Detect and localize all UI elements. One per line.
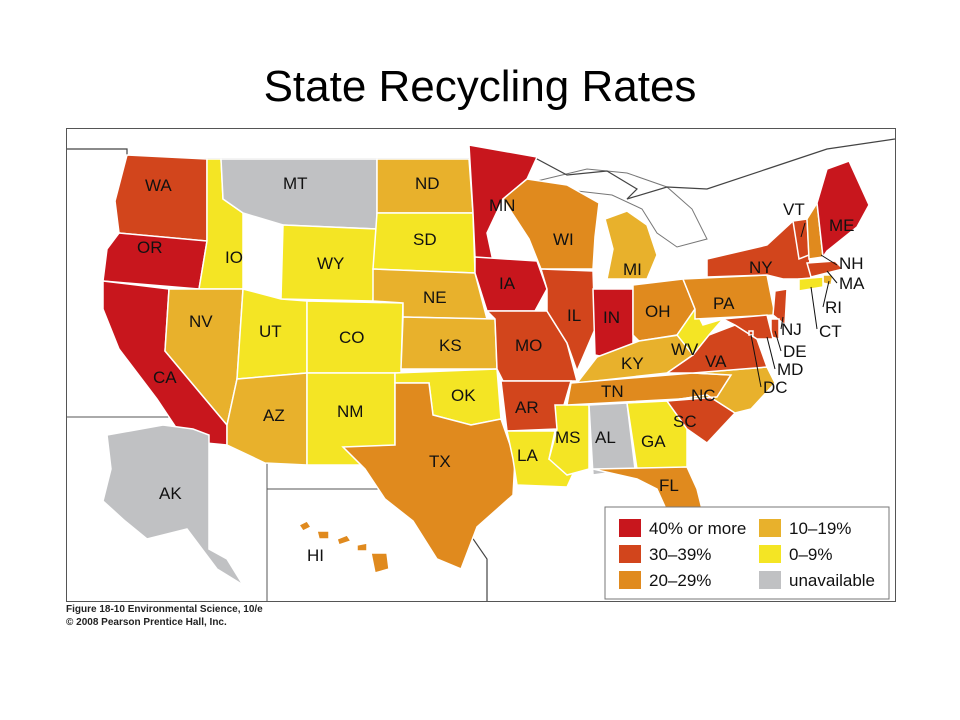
state-label-az: AZ <box>263 406 285 425</box>
state-label-ky: KY <box>621 354 644 373</box>
state-label-dc: DC <box>763 378 788 397</box>
state-ga <box>626 400 688 470</box>
state-label-ks: KS <box>439 336 462 355</box>
state-label-sd: SD <box>413 230 437 249</box>
legend-label-0-9: 0–9% <box>789 545 832 564</box>
state-label-oh: OH <box>645 302 671 321</box>
legend-swatch-10-19 <box>759 519 781 537</box>
state-label-ct: CT <box>819 322 842 341</box>
state-mt <box>220 158 378 230</box>
state-label-wv: WV <box>671 340 699 359</box>
state-label-nc: NC <box>691 386 716 405</box>
state-label-mn: MN <box>489 196 515 215</box>
state-label-il: IL <box>567 306 581 325</box>
state-label-tx: TX <box>429 452 451 471</box>
page-title: State Recycling Rates <box>263 62 697 111</box>
legend-label-30-39: 30–39% <box>649 545 711 564</box>
credit-line-2: © 2008 Pearson Prentice Hall, Inc. <box>66 617 227 628</box>
state-mn <box>468 144 539 262</box>
state-label-in: IN <box>603 308 620 327</box>
legend-label-20-29: 20–29% <box>649 571 711 590</box>
state-label-io: IO <box>225 248 243 267</box>
state-wa <box>114 154 208 242</box>
state-label-ak: AK <box>159 484 182 503</box>
state-label-ma: MA <box>839 274 865 293</box>
state-label-or: OR <box>137 238 163 257</box>
legend: 40% or more 30–39% 20–29% 10–19% 0–9% unavail… <box>604 506 890 600</box>
great-lakes <box>536 168 708 248</box>
state-label-vt: VT <box>783 200 805 219</box>
map-canvas: WA OR CA IO NV MT WY UT CO AZ NM ND SD N… <box>67 138 895 601</box>
legend-swatch-unavailable <box>759 571 781 589</box>
state-label-nv: NV <box>189 312 213 331</box>
state-label-al: AL <box>595 428 616 447</box>
legend-label-unavailable: unavailable <box>789 571 875 590</box>
state-dc <box>748 330 754 336</box>
figure-credit: Figure 18-10 Environmental Science, 10/e… <box>66 603 263 629</box>
state-md <box>720 314 774 340</box>
state-label-ms: MS <box>555 428 581 447</box>
state-mi <box>604 210 658 280</box>
state-label-ok: OK <box>451 386 476 405</box>
state-label-nh: NH <box>839 254 864 273</box>
state-label-pa: PA <box>713 294 735 313</box>
credit-line-1: Figure 18-10 Environmental Science, 10/e <box>66 604 263 615</box>
state-or <box>102 232 208 290</box>
state-nc <box>666 366 776 414</box>
state-ma <box>806 260 845 278</box>
legend-box <box>604 506 890 600</box>
state-la <box>506 430 579 488</box>
legend-swatch-20-29 <box>619 571 641 589</box>
state-label-sc: SC <box>673 412 697 431</box>
state-label-mo: MO <box>515 336 542 355</box>
state-label-mt: MT <box>283 174 308 193</box>
state-label-la: LA <box>517 446 538 465</box>
state-wi <box>502 178 600 270</box>
state-label-mi: MI <box>623 260 642 279</box>
state-label-md: MD <box>777 360 803 379</box>
state-label-nd: ND <box>415 174 440 193</box>
state-label-wi: WI <box>553 230 574 249</box>
state-label-ny: NY <box>749 258 773 277</box>
legend-swatch-0-9 <box>759 545 781 563</box>
legend-label-10-19: 10–19% <box>789 519 851 538</box>
state-me <box>816 160 870 260</box>
state-label-nj: NJ <box>781 320 802 339</box>
state-label-de: DE <box>783 342 807 361</box>
state-label-tn: TN <box>601 382 624 401</box>
state-label-wa: WA <box>145 176 172 195</box>
state-label-ut: UT <box>259 322 282 341</box>
state-ct <box>798 276 824 292</box>
state-label-nm: NM <box>337 402 363 421</box>
state-label-va: VA <box>705 352 727 371</box>
legend-swatch-40-plus <box>619 519 641 537</box>
state-label-me: ME <box>829 216 855 235</box>
state-label-ne: NE <box>423 288 447 307</box>
state-ak <box>102 424 244 586</box>
state-label-hi: HI <box>307 546 324 565</box>
us-recycling-map: WA OR CA IO NV MT WY UT CO AZ NM ND SD N… <box>66 128 896 602</box>
state-il <box>539 268 596 374</box>
state-label-ia: IA <box>499 274 516 293</box>
state-tx <box>341 382 516 570</box>
labels-layer: WA OR CA IO NV MT WY UT CO AZ NM ND SD N… <box>137 174 865 565</box>
state-label-ri: RI <box>825 298 842 317</box>
state-label-wy: WY <box>317 254 344 273</box>
state-nj <box>772 288 788 327</box>
leader-lines <box>750 222 838 388</box>
states-layer <box>102 144 870 586</box>
state-label-ca: CA <box>153 368 177 387</box>
state-label-fl: FL <box>659 476 679 495</box>
state-label-co: CO <box>339 328 365 347</box>
legend-swatch-30-39 <box>619 545 641 563</box>
state-label-ga: GA <box>641 432 666 451</box>
state-hi <box>297 520 390 574</box>
legend-label-40-plus: 40% or more <box>649 519 746 538</box>
state-label-ar: AR <box>515 398 539 417</box>
